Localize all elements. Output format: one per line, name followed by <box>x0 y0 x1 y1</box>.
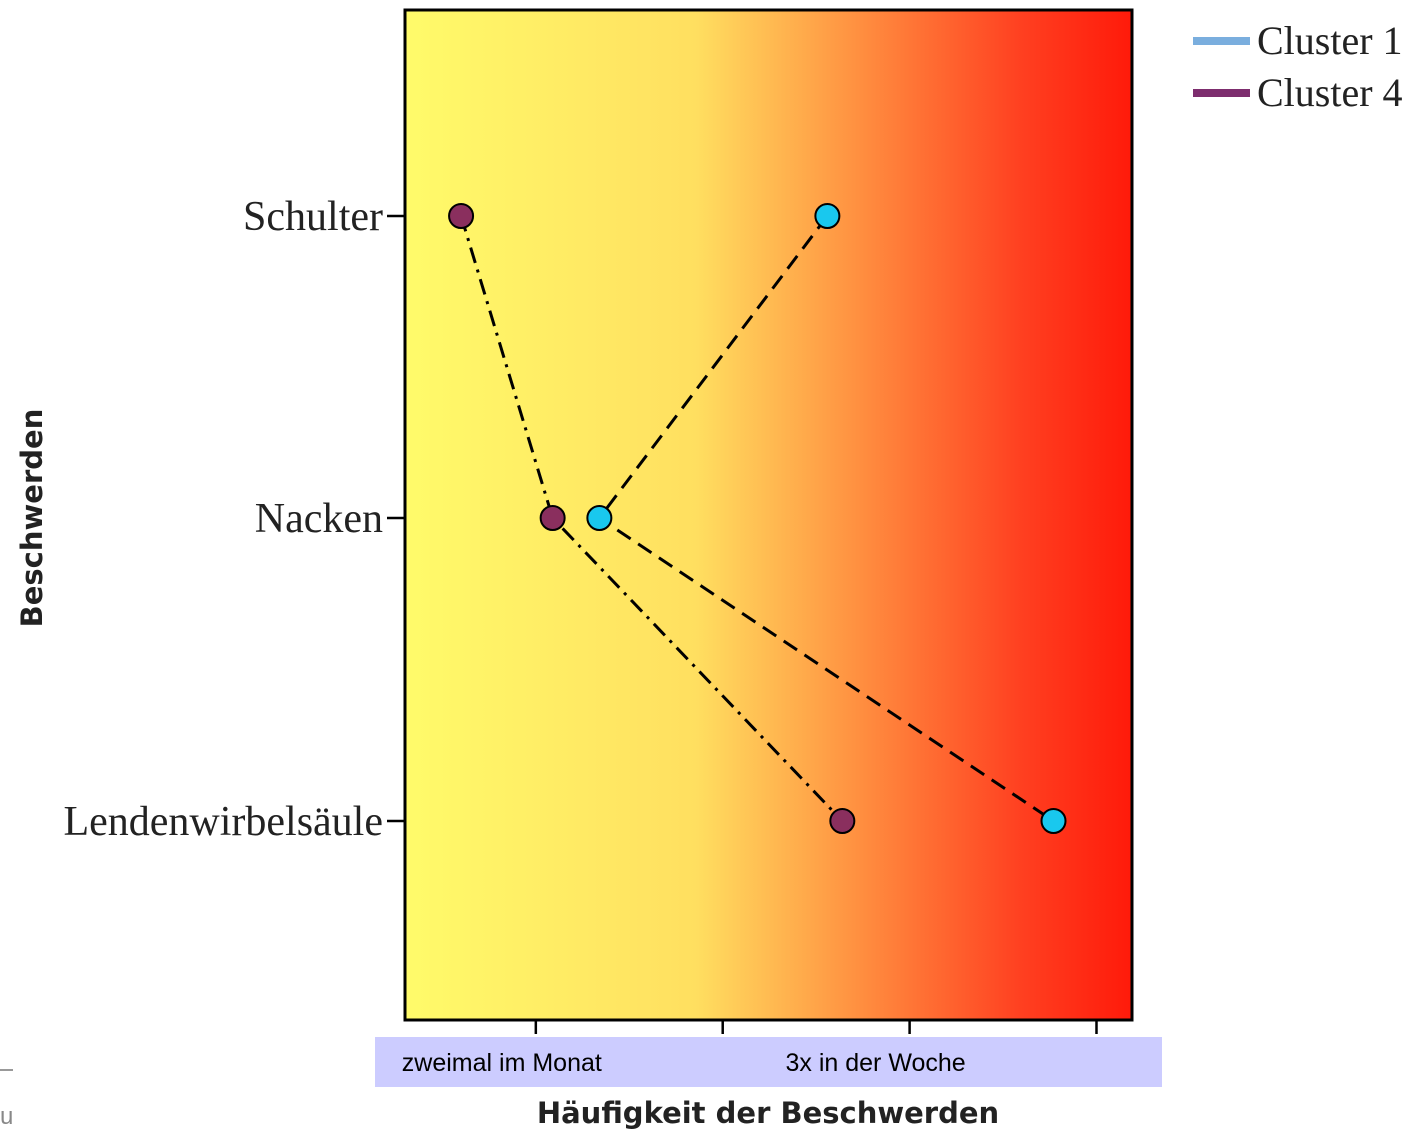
data-point <box>1040 808 1067 834</box>
data-point <box>448 203 475 229</box>
y-axis-title: Beschwerden <box>15 409 49 628</box>
x-tick-label-band <box>375 1037 1162 1087</box>
plot-background <box>405 10 1132 1020</box>
series-line-2 <box>459 215 844 823</box>
x-tick-label: 3x in der Woche <box>786 1049 966 1077</box>
legend-swatch <box>1193 37 1250 45</box>
x-tick-labels: zweimal im Monat 3x in der Woche <box>402 1049 966 1077</box>
data-point <box>586 505 613 531</box>
data-point <box>814 203 841 229</box>
legend: Cluster 1 Cluster 4 <box>1193 18 1403 115</box>
edge-fragment-text: u <box>0 1103 13 1130</box>
y-axis: Schulter Nacken Lendenwirbelsäule <box>63 194 405 845</box>
legend-label: Cluster 1 <box>1257 18 1403 63</box>
data-point <box>829 808 856 834</box>
data-point <box>539 505 566 531</box>
x-axis <box>534 1020 1098 1034</box>
x-tick-label: zweimal im Monat <box>402 1049 602 1077</box>
y-category-label: Lendenwirbelsäule <box>63 799 383 845</box>
x-axis-title: Häufigkeit der Beschwerden <box>537 1096 999 1130</box>
y-category-label: Schulter <box>243 194 383 240</box>
y-category-label: Nacken <box>255 496 383 542</box>
legend-label: Cluster 4 <box>1257 70 1403 115</box>
series-points <box>448 203 1067 834</box>
legend-swatch <box>1193 89 1250 97</box>
plot-frame <box>403 8 1134 1022</box>
